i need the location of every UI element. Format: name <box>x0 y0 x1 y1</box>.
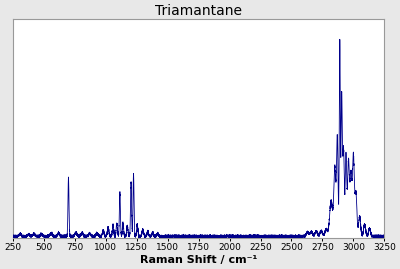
X-axis label: Raman Shift / cm⁻¹: Raman Shift / cm⁻¹ <box>140 255 257 265</box>
Title: Triamantane: Triamantane <box>155 4 242 18</box>
